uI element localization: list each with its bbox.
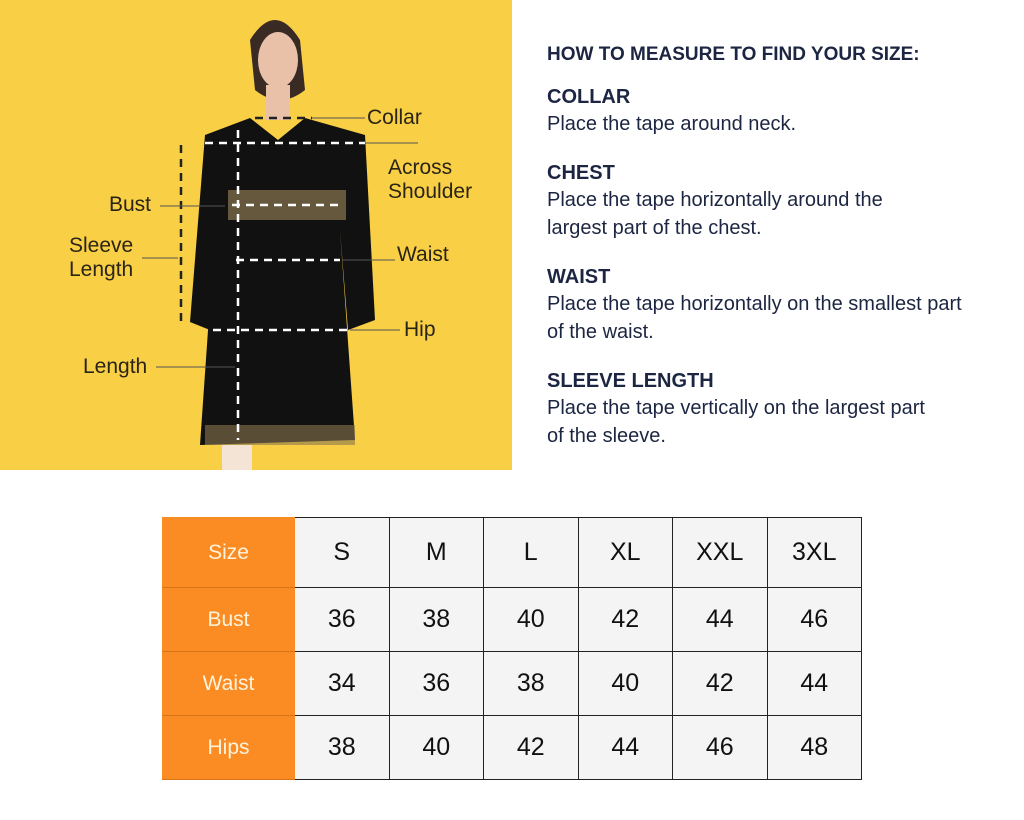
header-cell: Size — [162, 517, 295, 588]
guide-section-waist: WAIST Place the tape horizontally on the … — [547, 264, 967, 346]
section-title: SLEEVE LENGTH — [547, 370, 714, 392]
label-waist: Waist — [397, 243, 449, 266]
value-cell: 38 — [483, 651, 579, 716]
guide-title: HOW TO MEASURE TO FIND YOUR SIZE: — [547, 44, 920, 65]
row-label: Bust — [162, 587, 295, 652]
measurement-illustration: Collar Across Shoulder Bust Sleeve Lengt… — [0, 0, 512, 470]
label-bust: Bust — [109, 193, 152, 216]
value-cell: 48 — [766, 715, 862, 780]
size-chart-table: Size S M L XL XXL 3XL Bust 36 38 40 42 44 46 … — [162, 517, 862, 780]
value-cell: 46 — [672, 715, 768, 780]
table-row: Bust 36 38 40 42 44 46 — [162, 587, 862, 652]
size-cell: XL — [577, 517, 673, 588]
measuring-guide: HOW TO MEASURE TO FIND YOUR SIZE: COLLAR… — [547, 44, 967, 472]
table-row: Hips 38 40 42 44 46 48 — [162, 715, 862, 780]
table-row: Waist 34 36 38 40 42 44 — [162, 651, 862, 716]
section-text: Place the tape horizontally around the l… — [547, 189, 883, 239]
value-cell: 36 — [388, 651, 484, 716]
value-cell: 40 — [388, 715, 484, 780]
guide-section-collar: COLLAR Place the tape around neck. — [547, 84, 967, 138]
value-cell: 42 — [672, 651, 768, 716]
value-cell: 40 — [577, 651, 673, 716]
size-cell: XXL — [672, 517, 768, 588]
value-cell: 38 — [294, 715, 390, 780]
size-cell: M — [388, 517, 484, 588]
section-title: WAIST — [547, 266, 611, 288]
value-cell: 42 — [483, 715, 579, 780]
section-text: Place the tape around neck. — [547, 113, 797, 135]
value-cell: 44 — [672, 587, 768, 652]
value-cell: 42 — [577, 587, 673, 652]
size-cell: 3XL — [766, 517, 862, 588]
section-text: Place the tape vertically on the largest… — [547, 397, 925, 447]
label-sleeve-length: Sleeve Length — [69, 234, 134, 281]
guide-section-chest: CHEST Place the tape horizontally around … — [547, 160, 967, 242]
size-cell: L — [483, 517, 579, 588]
guide-section-sleeve: SLEEVE LENGTH Place the tape vertically o… — [547, 368, 967, 450]
value-cell: 38 — [388, 587, 484, 652]
table-header-row: Size S M L XL XXL 3XL — [162, 517, 862, 588]
value-cell: 36 — [294, 587, 390, 652]
label-collar: Collar — [367, 106, 422, 129]
model-kurta-figure — [142, 20, 418, 470]
label-length: Length — [83, 355, 148, 378]
row-label: Hips — [162, 715, 295, 780]
value-cell: 44 — [577, 715, 673, 780]
row-label: Waist — [162, 651, 295, 716]
section-text: Place the tape horizontally on the small… — [547, 293, 962, 343]
value-cell: 44 — [766, 651, 862, 716]
label-hip: Hip — [404, 318, 436, 341]
label-across-shoulder: Across Shoulder — [388, 156, 473, 203]
size-cell: S — [294, 517, 390, 588]
section-title: COLLAR — [547, 86, 631, 108]
value-cell: 46 — [766, 587, 862, 652]
value-cell: 34 — [294, 651, 390, 716]
section-title: CHEST — [547, 162, 615, 184]
value-cell: 40 — [483, 587, 579, 652]
